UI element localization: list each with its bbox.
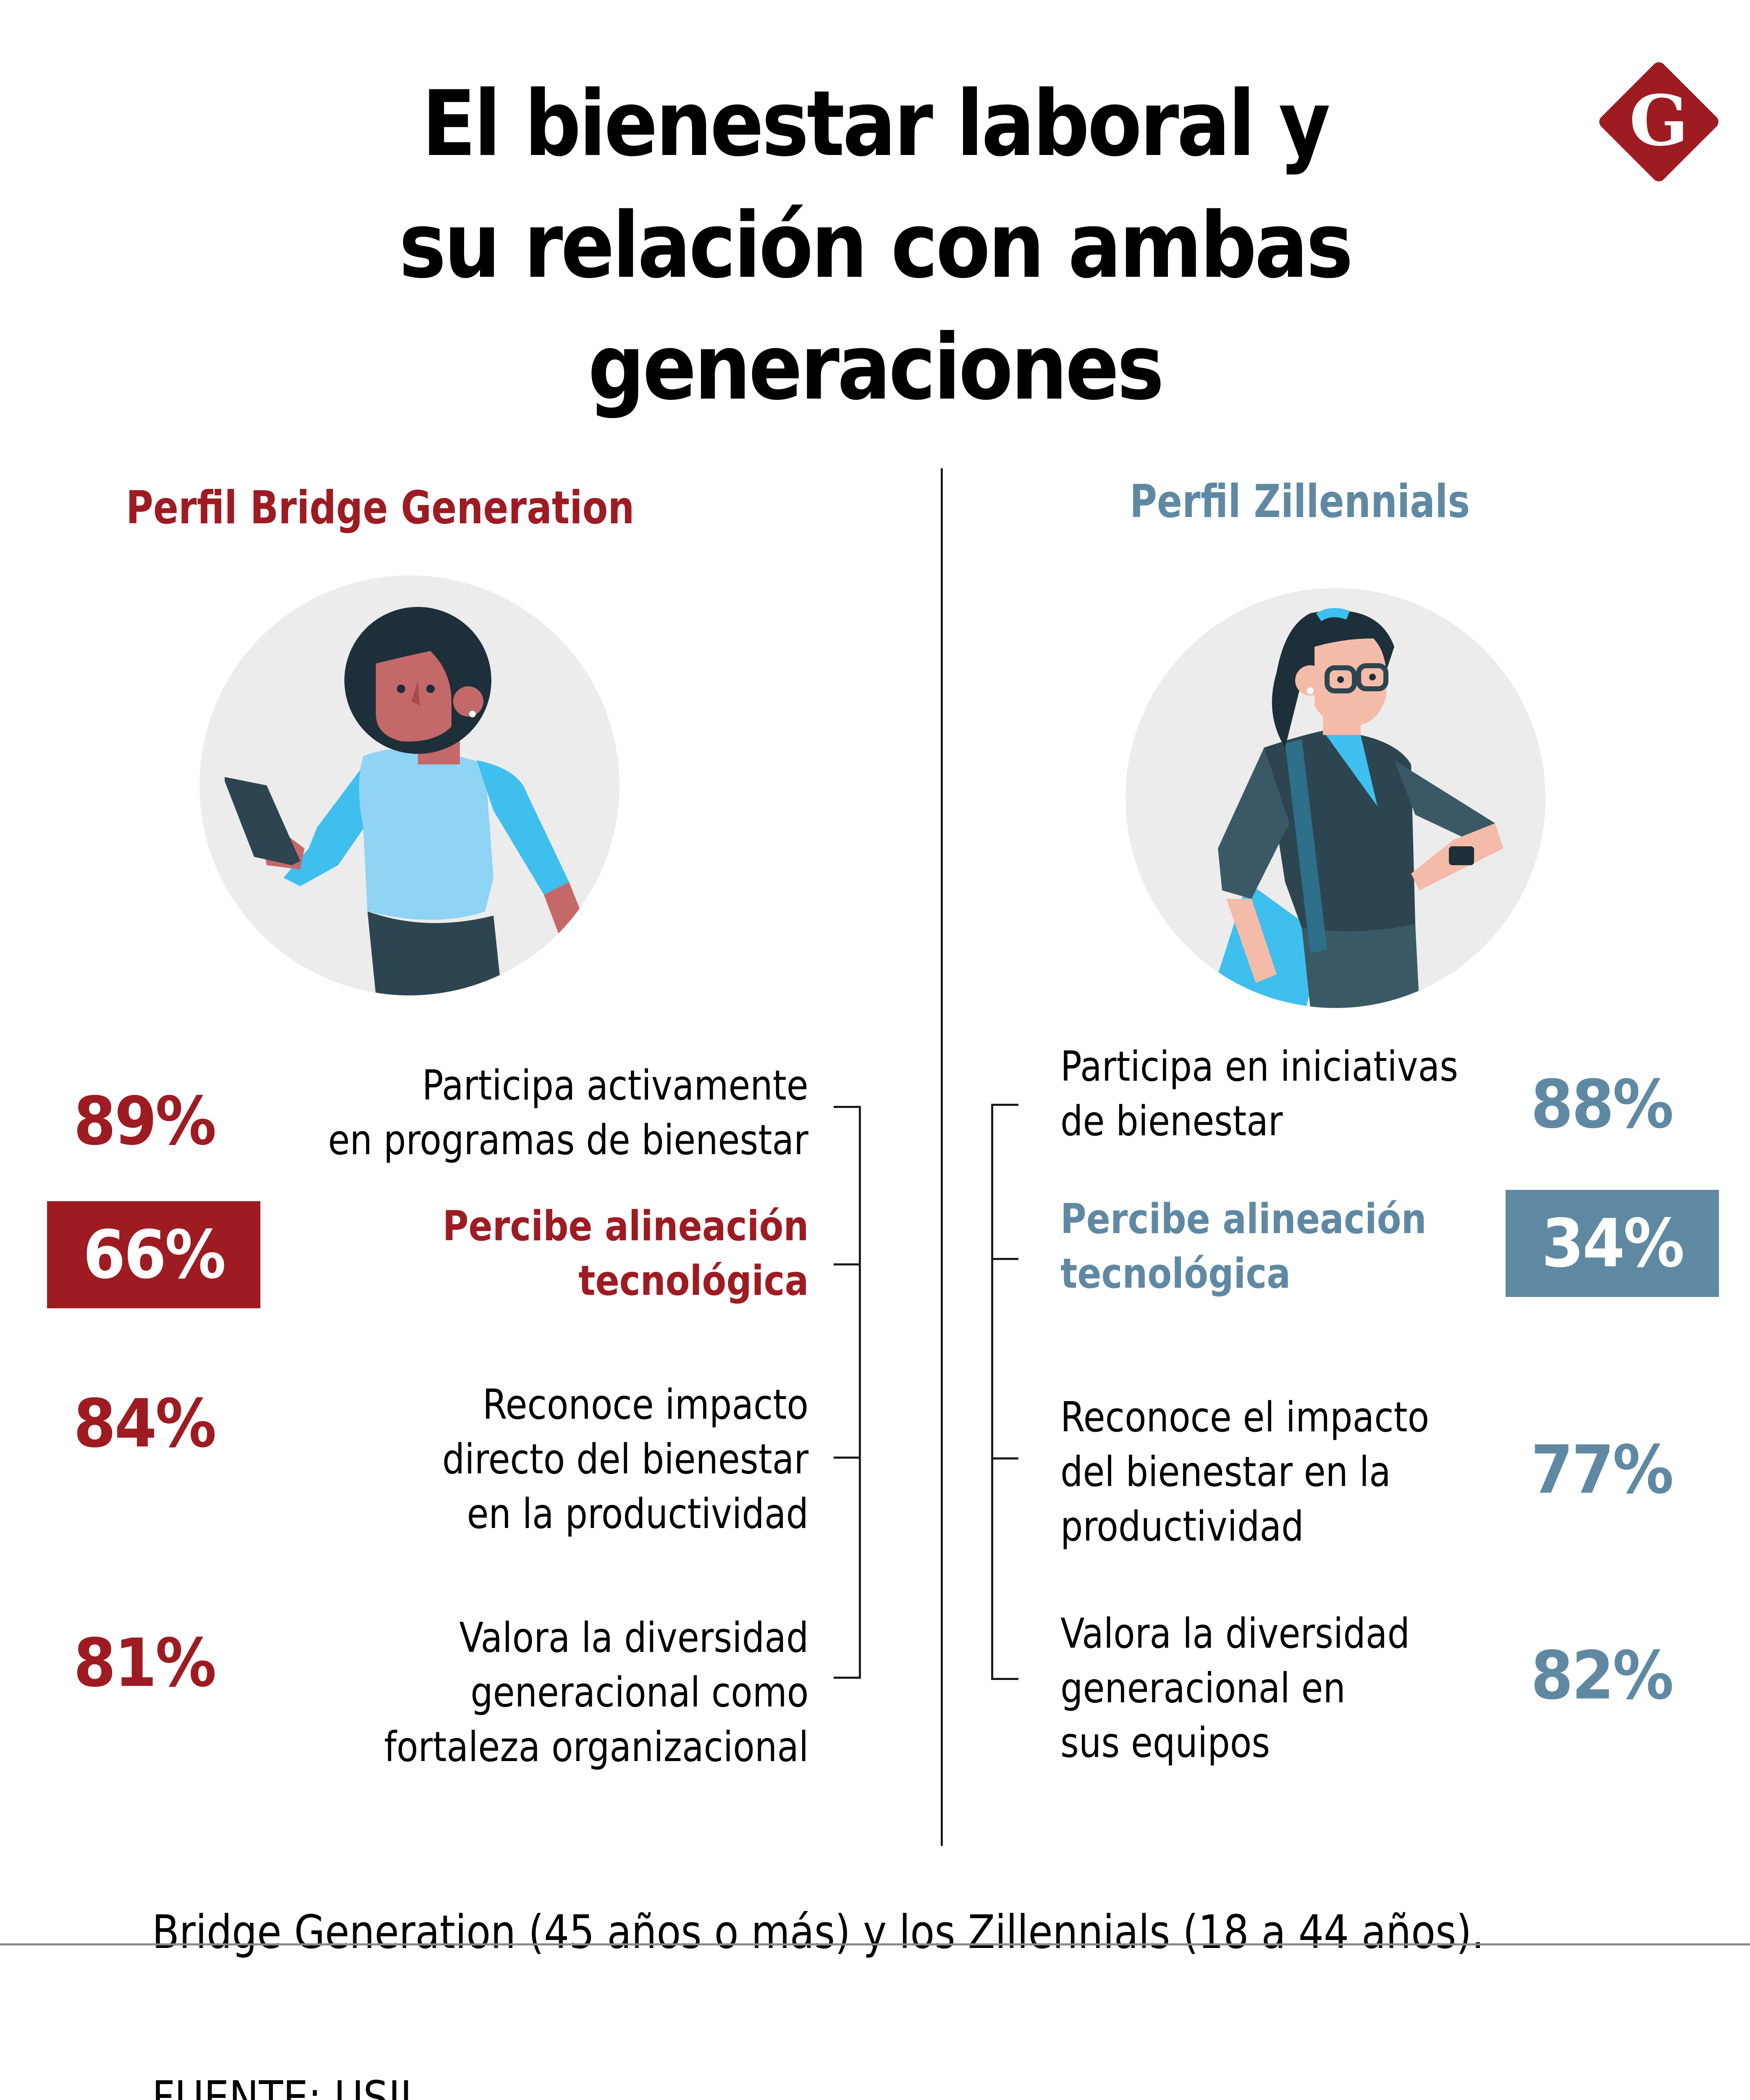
desc-line: Percibe alineación xyxy=(1060,1195,1427,1243)
bridge-desc-alineacion: Percibe alineación tecnológica xyxy=(442,1199,808,1308)
zillennials-pct-participa: 88% xyxy=(1531,1066,1674,1143)
zillennials-profile-title: Perfil Zillennials xyxy=(1130,475,1470,528)
bridge-pct-impacto: 84% xyxy=(73,1385,217,1462)
zillennials-desc-impacto: Reconoce el impacto del bienestar en la … xyxy=(1060,1390,1429,1554)
desc-line: del bienestar en la xyxy=(1060,1448,1391,1496)
desc-line: directo del bienestar xyxy=(442,1436,808,1483)
zillennials-bracket-tick xyxy=(991,1104,1018,1106)
footer-divider xyxy=(0,1943,1750,1945)
desc-line: productividad xyxy=(1060,1503,1304,1551)
source-credit: FUENTE: USIL xyxy=(152,2071,422,2100)
zillennials-desc-diversidad: Valora la diversidad generacional en sus… xyxy=(1060,1606,1410,1770)
woman-checking-watch-icon xyxy=(1126,588,1545,1008)
zillennials-bracket-tick xyxy=(991,1678,1018,1680)
bridge-bracket-tick xyxy=(834,1457,861,1459)
bridge-desc-impacto: Reconoce impacto directo del bienestar e… xyxy=(442,1378,808,1541)
bridge-pct-participa: 89% xyxy=(73,1083,217,1160)
desc-line: Percibe alineación xyxy=(442,1202,808,1250)
desc-line: en la productividad xyxy=(467,1490,808,1538)
desc-line: Valora la diversidad xyxy=(459,1614,808,1662)
desc-line: tecnológica xyxy=(1060,1250,1291,1298)
zillennials-pct-alineacion-box: 34% xyxy=(1506,1190,1719,1297)
bridge-bracket-vertical xyxy=(859,1106,861,1678)
desc-line: Reconoce el impacto xyxy=(1060,1394,1430,1441)
zillennials-bracket-tick xyxy=(991,1258,1018,1260)
svg-text:G: G xyxy=(1629,80,1689,161)
zillennials-desc-participa: Participa en iniciativas de bienestar xyxy=(1060,1040,1458,1149)
desc-line: tecnológica xyxy=(578,1257,808,1305)
bridge-pct-diversidad: 81% xyxy=(73,1625,217,1702)
age-footnote: Bridge Generation (45 años o más) y los … xyxy=(152,1905,1485,1959)
bridge-pct-alineacion: 66% xyxy=(83,1216,226,1294)
desc-line: Participa en iniciativas xyxy=(1060,1043,1459,1091)
zillennials-pct-diversidad: 82% xyxy=(1531,1637,1674,1714)
bridge-bracket-tick xyxy=(834,1106,861,1108)
woman-holding-phone-icon xyxy=(199,575,619,995)
bridge-desc-participa: Participa activamente en programas de bi… xyxy=(328,1058,808,1168)
title-line-3: generaciones xyxy=(588,315,1164,420)
desc-line: generacional como xyxy=(470,1669,808,1717)
desc-line: fortaleza organizacional xyxy=(384,1723,808,1771)
zillennials-pct-impacto: 77% xyxy=(1531,1431,1674,1509)
bridge-bracket-tick xyxy=(834,1263,861,1265)
title-line-2: su relación con ambas xyxy=(399,193,1354,298)
title-line-1: El bienestar laboral y xyxy=(422,71,1330,176)
desc-line: Reconoce impacto xyxy=(482,1381,808,1429)
desc-line: Participa activamente xyxy=(422,1062,808,1110)
page-title: El bienestar laboral y su relación con a… xyxy=(105,63,1645,428)
zillennials-desc-alineacion: Percibe alineación tecnológica xyxy=(1060,1192,1427,1301)
desc-line: sus equipos xyxy=(1060,1719,1270,1767)
zillennials-bracket-vertical xyxy=(991,1104,993,1680)
bridge-desc-diversidad: Valora la diversidad generacional como f… xyxy=(384,1611,808,1774)
desc-line: Valora la diversidad xyxy=(1060,1610,1410,1658)
brand-g-diamond-icon: G xyxy=(1594,57,1724,187)
bridge-bracket-tick xyxy=(834,1677,861,1679)
center-divider xyxy=(941,468,943,1846)
zillennials-bracket-tick xyxy=(991,1457,1018,1460)
zillennials-pct-alineacion: 34% xyxy=(1541,1205,1685,1282)
bridge-profile-title: Perfil Bridge Generation xyxy=(126,482,635,534)
desc-line: de bienestar xyxy=(1060,1097,1283,1145)
desc-line: generacional en xyxy=(1060,1664,1346,1712)
desc-line: en programas de bienestar xyxy=(328,1116,808,1164)
bridge-pct-alineacion-box: 66% xyxy=(47,1201,260,1308)
